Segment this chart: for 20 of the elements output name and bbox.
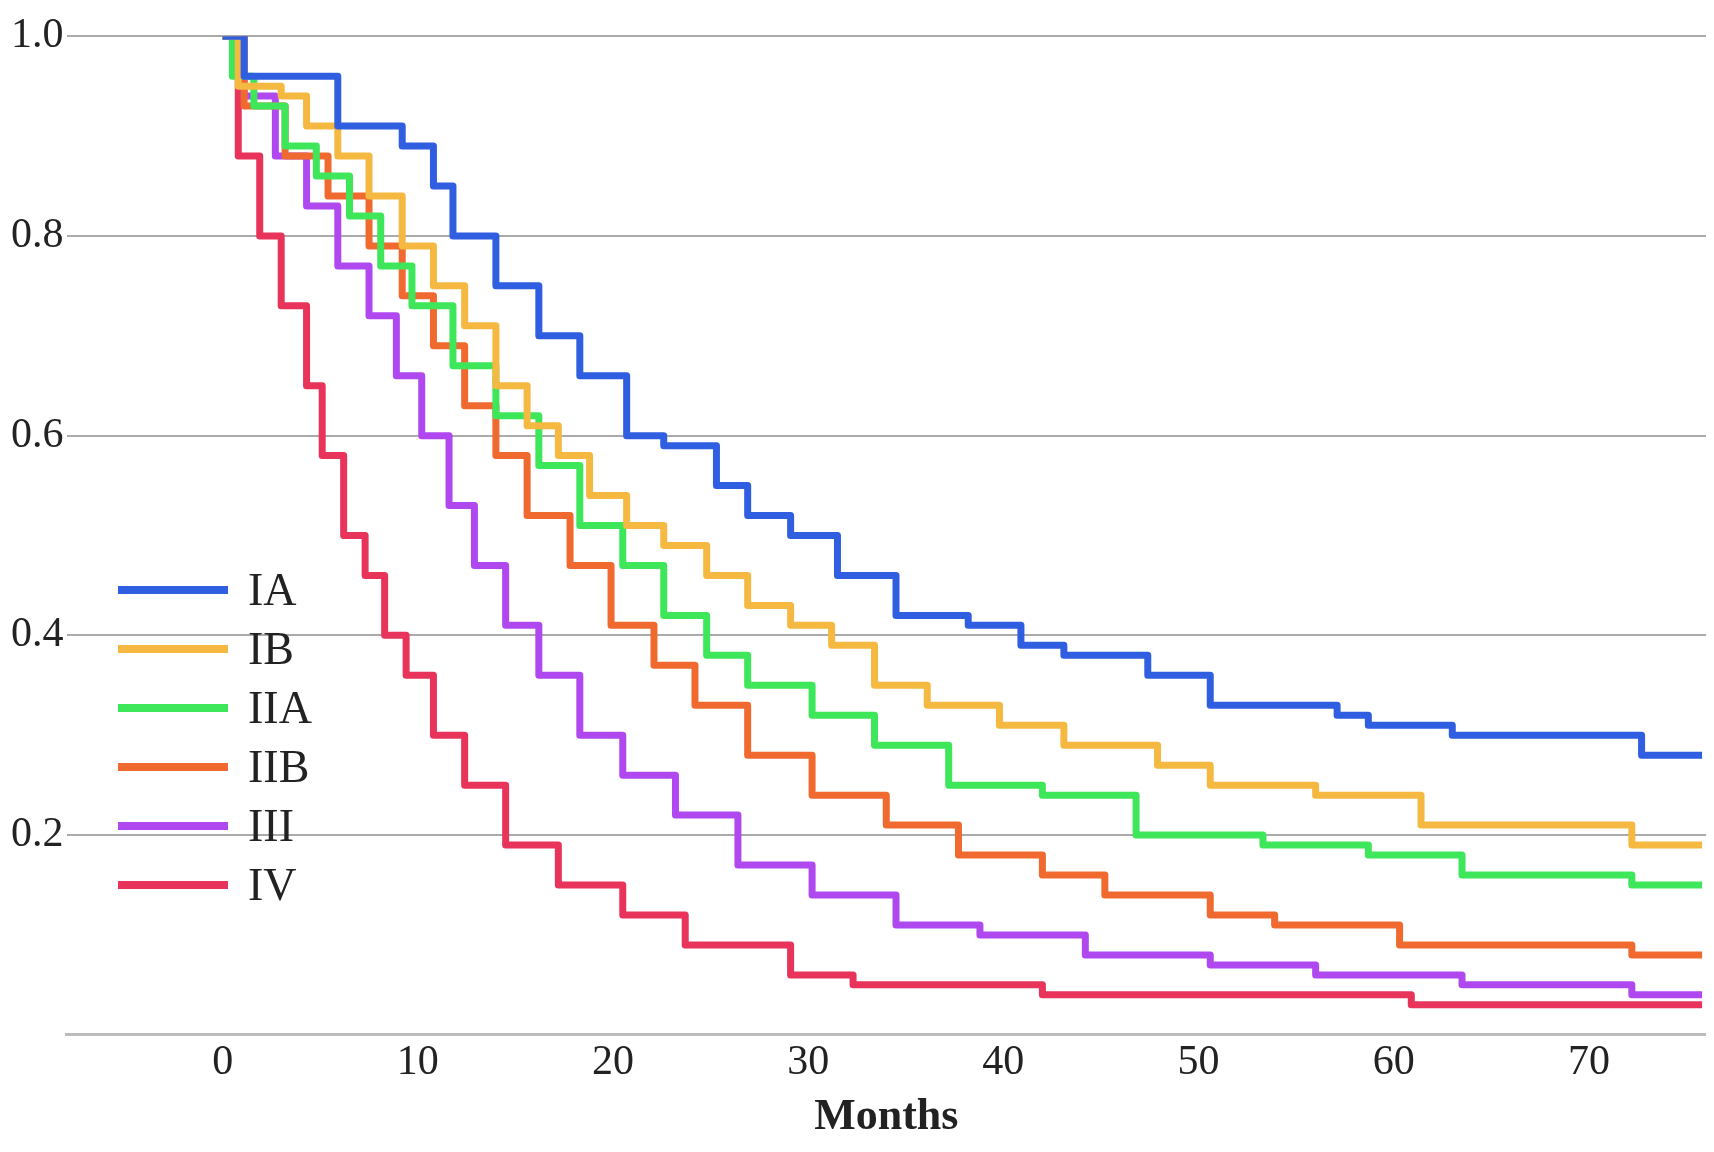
x-tick-label: 70 — [1567, 1037, 1610, 1084]
y-tick-label: 0.4 — [11, 609, 64, 656]
x-tick-label: 50 — [1177, 1037, 1220, 1084]
legend-label: III — [248, 799, 294, 852]
legend-label: IA — [248, 563, 297, 616]
x-tick-label: 20 — [592, 1037, 634, 1084]
y-tick-label: 1.0 — [11, 10, 64, 57]
x-tick-label: 60 — [1372, 1037, 1415, 1084]
x-tick-label: 30 — [787, 1037, 830, 1084]
y-tick-label: 0.2 — [11, 809, 64, 856]
x-axis-title: Months — [814, 1089, 959, 1139]
legend-label: IIB — [248, 740, 310, 793]
x-tick-label: 0 — [212, 1037, 234, 1084]
y-tick-label: 0.8 — [11, 209, 64, 256]
x-tick-label: 10 — [396, 1037, 439, 1084]
x-tick-label: 40 — [982, 1037, 1025, 1084]
y-tick-label: 0.6 — [11, 409, 64, 456]
legend-label: IV — [248, 858, 297, 911]
legend-label: IIA — [248, 681, 312, 734]
legend-label: IB — [248, 622, 294, 675]
